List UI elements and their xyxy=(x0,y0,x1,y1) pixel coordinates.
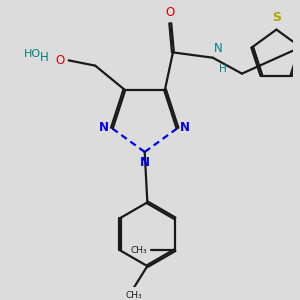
Text: CH₃: CH₃ xyxy=(130,246,147,255)
Text: HO: HO xyxy=(24,49,41,59)
Text: N: N xyxy=(180,121,190,134)
Text: N: N xyxy=(214,42,223,55)
Text: N: N xyxy=(140,156,150,169)
Text: H: H xyxy=(219,64,227,74)
Text: O: O xyxy=(56,54,65,67)
Text: O: O xyxy=(166,6,175,19)
Text: S: S xyxy=(272,11,281,24)
Text: N: N xyxy=(99,121,109,134)
Text: CH₃: CH₃ xyxy=(126,291,142,300)
Text: H: H xyxy=(40,51,49,64)
